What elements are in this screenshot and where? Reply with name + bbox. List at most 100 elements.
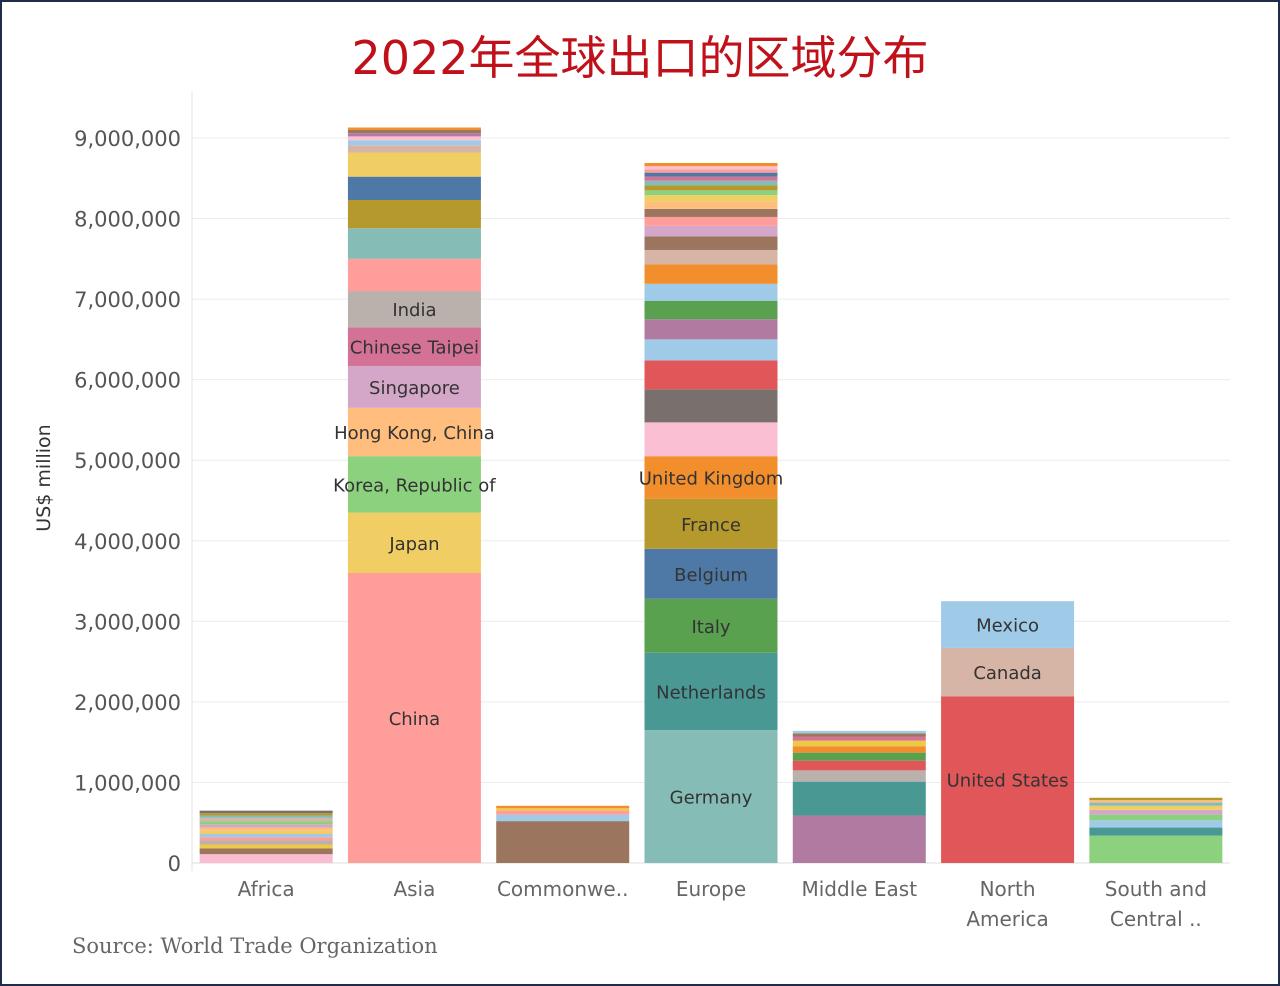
x-tick-label: North [980,877,1036,901]
bar-segment [644,456,778,499]
bar-segment [644,598,778,653]
bar-segment [792,760,926,771]
bar-segment [644,652,778,731]
bar-segment [644,360,778,390]
bar-segment [347,127,481,130]
y-tick-label: 3,000,000 [74,610,181,634]
y-tick-label: 7,000,000 [74,288,181,312]
segment-label: Japan [388,534,439,555]
bar-segment [792,740,926,747]
y-tick-label: 4,000,000 [74,530,181,554]
bar-segment [644,283,778,301]
segment-label: United States [947,771,1069,792]
y-tick-label: 8,000,000 [74,208,181,232]
segment-label: Chinese Taipei [350,338,479,359]
y-tick-label: 5,000,000 [74,449,181,473]
bar-segment [1089,820,1223,828]
segment-label: Mexico [976,616,1039,637]
bar-segment [792,815,926,863]
bar-segment [792,730,926,734]
bar-segment [644,169,778,173]
bar-segment [644,300,778,320]
bar-segment [1089,805,1223,810]
x-tick-label: Central .. [1110,907,1202,931]
y-tick-label: 1,000,000 [74,771,181,795]
bar-segment [347,291,481,328]
x-tick-label: Europe [676,877,746,901]
bar-segment [644,730,778,863]
bar-segment [199,834,333,838]
bar-segment [644,208,778,217]
bar-segment [347,129,481,134]
bar-segment [644,162,778,167]
bar-segment [347,145,481,153]
bar-segment [644,389,778,423]
x-tick-label: Commonwe.. [497,877,628,901]
bar-segment [347,327,481,366]
bar-segment [496,814,630,822]
bar-segment [941,647,1075,697]
bar-segment [792,770,926,782]
bar-segment [644,166,778,170]
bar-segment [496,810,630,815]
chart-title: 2022年全球出口的区域分布 [351,31,929,85]
segment-label: Korea, Republic of [333,475,496,496]
bar-segment [792,736,926,741]
bar-segment [644,225,778,237]
bar-segment [792,781,926,816]
y-tick-label: 2,000,000 [74,691,181,715]
bar-segment [644,422,778,457]
y-axis-title: US$ million [33,424,55,531]
bar-segment [347,140,481,146]
bar-segment [347,176,481,201]
bar-segment [1089,802,1223,806]
x-tick-label: America [966,907,1049,931]
bar-segment [347,136,481,141]
bar-segment [644,216,778,226]
bar-segment [199,813,333,816]
bar-segment [1089,814,1223,821]
segment-label: France [681,515,741,536]
bar-segment [347,152,481,177]
bar-segment [347,456,481,513]
segment-label: Hong Kong, China [334,423,495,444]
bar-segment [644,180,778,186]
y-tick-label: 0 [168,852,181,876]
bar-segment [1089,800,1223,803]
bar-segment [199,824,333,828]
bar-segment [199,827,333,831]
bar-segment [347,258,481,292]
bar-segment [644,498,778,549]
bar-segment [644,185,778,191]
bar-segment [644,176,778,181]
x-tick-label: Africa [238,877,295,901]
bar-segment [792,746,926,753]
segment-label: Italy [691,617,730,638]
bar-segment [199,821,333,825]
x-tick-label: South and [1105,877,1207,901]
bar-segment [1089,827,1223,836]
bar-segment [644,548,778,599]
bar-segment [347,407,481,457]
bar-segment [644,201,778,209]
bar-segment [941,696,1075,863]
bar-segment [644,190,778,196]
bar-segment [199,817,333,822]
segment-label: Canada [973,663,1042,684]
bar-segment [199,840,333,845]
bar-segment [496,808,630,811]
bar-segment [347,228,481,259]
bar-segment [792,733,926,737]
bar-segment [199,810,333,814]
segment-label: United Kingdom [639,469,783,490]
bar-segment [199,848,333,855]
y-tick-label: 6,000,000 [74,369,181,393]
bar-segment [644,172,778,177]
bar-segment [1089,835,1223,863]
bar-segment [199,854,333,863]
bar-segment [941,601,1075,648]
bar-segment [792,752,926,761]
bar-segment [644,236,778,250]
